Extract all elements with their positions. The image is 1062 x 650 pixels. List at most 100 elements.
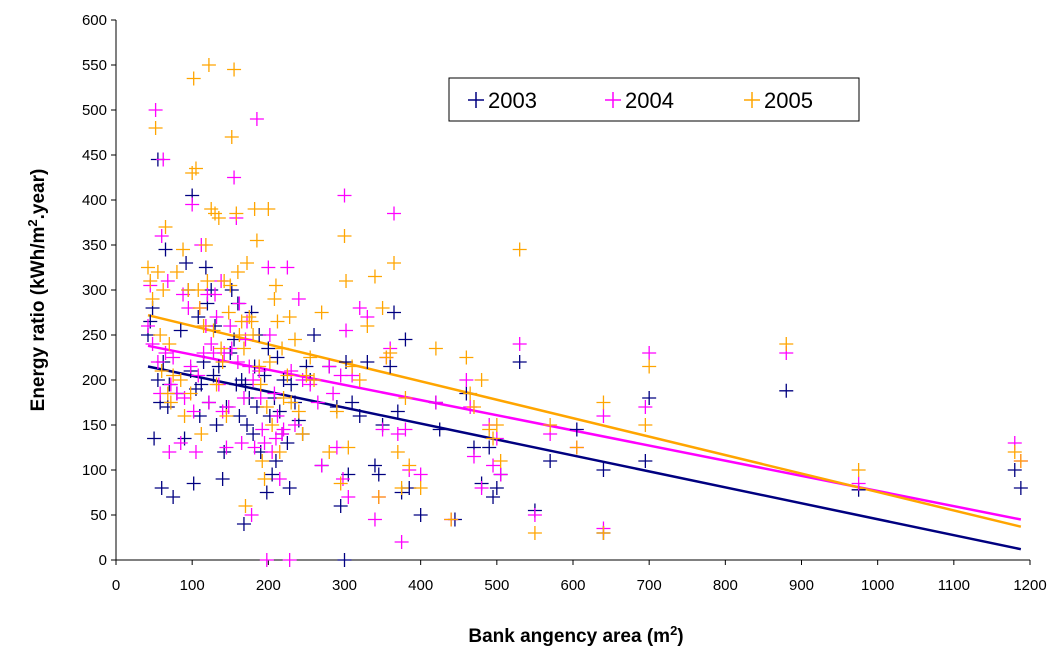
data-point (247, 202, 262, 216)
y-tick-label: 0 (99, 552, 107, 569)
data-point (428, 395, 443, 410)
data-point (177, 409, 192, 423)
data-point (221, 305, 236, 320)
data-point (163, 395, 178, 410)
data-point (158, 220, 173, 234)
data-point (253, 391, 268, 405)
data-point (284, 377, 299, 392)
data-point (489, 418, 504, 432)
data-point (512, 242, 527, 257)
data-point (339, 274, 354, 288)
data-point (282, 481, 297, 495)
data-point (268, 278, 283, 293)
data-point (390, 445, 405, 459)
data-point (145, 337, 160, 351)
y-axis-title-end: .year) (28, 169, 49, 220)
x-tick-label: 1000 (861, 577, 894, 594)
data-point (322, 445, 337, 459)
data-point (543, 418, 558, 432)
data-point (209, 377, 224, 392)
y-axis-title: Energy ratio (kWh/m2.year) (25, 169, 49, 412)
data-point (345, 359, 360, 374)
data-point (276, 422, 291, 437)
data-point (209, 418, 224, 432)
data-point (204, 337, 219, 351)
data-point (185, 197, 200, 212)
series-2003 (140, 152, 1028, 567)
data-point (160, 274, 175, 288)
data-point (201, 395, 216, 410)
data-point (173, 373, 188, 387)
data-point (173, 323, 188, 338)
data-point (642, 359, 657, 374)
data-point (383, 359, 398, 374)
data-point (158, 242, 173, 257)
data-point (236, 341, 251, 356)
data-point (232, 296, 247, 311)
data-point (638, 454, 653, 468)
data-point (200, 274, 215, 288)
x-tick-label: 1100 (938, 577, 970, 594)
x-tick-label: 800 (713, 577, 738, 594)
y-tick-label: 450 (82, 147, 107, 164)
data-point (188, 161, 203, 176)
data-point (638, 418, 653, 432)
data-point (201, 58, 216, 72)
data-point (310, 395, 325, 410)
data-point (261, 260, 276, 275)
data-point (394, 535, 409, 549)
y-tick-label: 200 (82, 372, 107, 389)
data-point (230, 265, 245, 279)
data-point (156, 152, 171, 167)
data-point (186, 476, 201, 491)
data-point (198, 238, 213, 252)
data-point (390, 427, 405, 441)
data-point (307, 328, 322, 342)
legend-label: 2003 (488, 88, 537, 113)
data-point (280, 368, 295, 383)
y-tick-label: 300 (82, 282, 107, 299)
data-point (259, 553, 274, 567)
data-point (642, 391, 657, 405)
data-point (341, 440, 356, 455)
data-point (383, 346, 398, 360)
data-point (166, 368, 181, 383)
data-point (486, 431, 501, 446)
data-point (236, 391, 251, 405)
data-point (166, 350, 181, 365)
data-point (272, 472, 287, 486)
data-point (140, 260, 155, 275)
data-point (413, 467, 428, 482)
data-point (196, 319, 211, 333)
data-point (270, 314, 285, 329)
data-point (280, 260, 295, 275)
data-point (284, 395, 299, 410)
data-point (596, 463, 611, 477)
data-point (375, 301, 390, 315)
data-point (183, 386, 198, 401)
data-point (156, 283, 171, 297)
data-point (154, 481, 169, 495)
data-point (375, 422, 390, 437)
data-point (402, 458, 417, 473)
data-point (150, 355, 165, 369)
data-point (482, 440, 497, 455)
data-point (163, 377, 178, 392)
data-point (259, 400, 274, 414)
y-axis-title-superscript: 2 (25, 219, 40, 226)
data-point (140, 319, 155, 333)
data-point (211, 211, 226, 225)
data-point (247, 440, 262, 455)
data-point (261, 341, 276, 356)
data-point (295, 427, 310, 441)
data-point (337, 229, 352, 243)
data-point (154, 364, 169, 378)
data-point (1013, 454, 1028, 468)
data-point (191, 368, 206, 383)
data-point (162, 445, 177, 459)
data-point (153, 328, 168, 342)
data-point (387, 206, 402, 221)
data-point (367, 269, 382, 284)
x-tick-label: 600 (560, 577, 585, 594)
data-point (208, 287, 223, 302)
